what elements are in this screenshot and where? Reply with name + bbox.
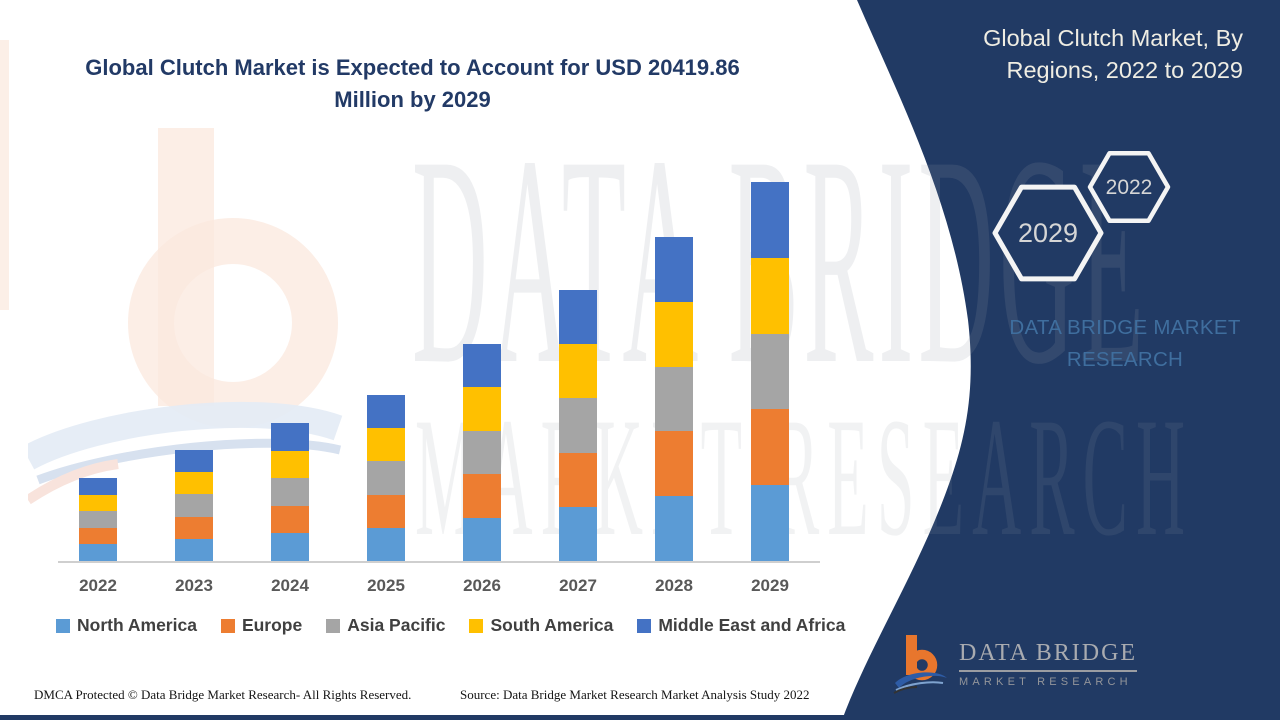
bar-segment-asia-pacific: [271, 478, 309, 506]
x-axis-label: 2027: [559, 576, 597, 595]
legend-swatch-icon: [56, 618, 70, 633]
legend-item: South America: [469, 615, 613, 636]
bar-segment-europe: [175, 516, 213, 539]
legend-swatch-icon: [326, 618, 341, 633]
chart-legend: North America Europe Asia Pacific South Ame…: [56, 615, 845, 636]
x-axis-label: 2022: [79, 576, 117, 595]
stacked-bar-chart: 2022 2023 2024 2025 2026 2027 2028 2029: [79, 182, 789, 595]
chart-title-line1: Global Clutch Market is Expected to Acco…: [85, 55, 740, 80]
legend-swatch-icon: [469, 618, 484, 633]
side-panel-title-line1: Global Clutch Market, By: [983, 25, 1243, 51]
bar-segment-south-america: [175, 472, 213, 495]
legend-item: Middle East and Africa: [637, 615, 845, 636]
legend-swatch-icon: [637, 618, 652, 633]
bar-segment-north-america: [559, 506, 597, 561]
bar-segment-europe: [79, 527, 117, 545]
bar-segment-south-america: [655, 301, 693, 367]
bar-segment-north-america: [79, 544, 117, 561]
legend-label: South America: [490, 615, 614, 635]
bar-segment-north-america: [271, 533, 309, 561]
chart-title: Global Clutch Market is Expected to Acco…: [40, 52, 785, 116]
bar-segment-middle-east-and-africa: [271, 423, 309, 451]
legend-label: Middle East and Africa: [658, 615, 846, 635]
dmca-notice: DMCA Protected © Data Bridge Market Rese…: [34, 687, 412, 702]
bar-segment-europe: [463, 474, 501, 518]
bar-segment-north-america: [463, 517, 501, 561]
hexagon-2029-label: 2029: [1018, 218, 1078, 248]
bar-segment-north-america: [175, 538, 213, 561]
bar-segment-asia-pacific: [751, 333, 789, 410]
legend-label: Europe: [241, 615, 303, 635]
x-axis-label: 2025: [367, 576, 405, 595]
x-axis-label: 2028: [655, 576, 693, 595]
bar-segment-europe: [367, 494, 405, 528]
side-panel-title: Global Clutch Market, By Regions, 2022 t…: [983, 22, 1243, 87]
legend-item: Asia Pacific: [326, 615, 445, 636]
data-bridge-logo-icon: [893, 635, 947, 694]
x-axis-label: 2023: [175, 576, 213, 595]
x-axis-label: 2026: [463, 576, 501, 595]
legend-item: North America: [56, 615, 197, 636]
bar-segment-middle-east-and-africa: [751, 182, 789, 258]
logo-tagline: MARKET RESEARCH: [959, 676, 1132, 688]
bar-segment-south-america: [271, 450, 309, 479]
left-edge-watermark: [0, 40, 9, 310]
side-panel-title-line2: Regions, 2022 to 2029: [1006, 57, 1244, 84]
bar-segment-asia-pacific: [175, 494, 213, 517]
bar-segment-middle-east-and-africa: [463, 344, 501, 388]
logo-wordmark: DATA BRIDGE: [959, 640, 1138, 672]
bar-segment-europe: [751, 409, 789, 486]
bar-segment-south-america: [79, 494, 117, 512]
legend-label: Asia Pacific: [347, 615, 446, 635]
panel-brand-line2: RESEARCH: [1066, 347, 1184, 371]
x-axis-line: [58, 561, 820, 563]
bar-segment-north-america: [655, 496, 693, 561]
watermark-line2: MARKET RESEARCH: [415, 383, 1194, 571]
bar-segment-middle-east-and-africa: [367, 394, 405, 429]
bar-segment-middle-east-and-africa: [175, 450, 213, 473]
bar-segment-asia-pacific: [655, 366, 693, 432]
bar-segment-europe: [559, 452, 597, 507]
bar-segment-north-america: [751, 485, 789, 561]
bar-segment-asia-pacific: [367, 461, 405, 495]
panel-brand-line1: DATA BRIDGE MARKET: [1009, 316, 1241, 339]
legend-label: North America: [77, 615, 197, 635]
hexagon-2022-label: 2022: [1106, 176, 1153, 199]
chart-title-line2: Million by 2029: [334, 86, 491, 112]
data-bridge-b-watermark-icon: [28, 128, 343, 505]
bar-segment-asia-pacific: [79, 511, 117, 528]
bar-segment-south-america: [559, 344, 597, 399]
source-note: Source: Data Bridge Market Research Mark…: [460, 687, 810, 702]
bar-segment-europe: [655, 431, 693, 497]
bar-segment-south-america: [367, 428, 405, 462]
bar-segment-asia-pacific: [559, 398, 597, 453]
bar-segment-south-america: [751, 257, 789, 334]
x-axis-label: 2029: [751, 576, 789, 595]
bar-segment-middle-east-and-africa: [79, 478, 117, 495]
bar-segment-middle-east-and-africa: [655, 237, 693, 302]
panel-brand-text: DATA BRIDGE MARKET RESEARCH: [985, 312, 1265, 376]
legend-swatch-icon: [220, 618, 235, 633]
x-axis-label: 2024: [271, 576, 309, 595]
bar-segment-middle-east-and-africa: [559, 290, 597, 345]
bar-segment-north-america: [367, 527, 405, 561]
bar-segment-south-america: [463, 387, 501, 431]
hexagon-2029-icon: [992, 184, 1104, 282]
bar-segment-asia-pacific: [463, 430, 501, 475]
data-bridge-logo: DATA BRIDGE MARKET RESEARCH: [893, 633, 1138, 695]
hexagon-2022-icon: [1087, 150, 1171, 224]
legend-item: Europe: [220, 615, 303, 636]
bottom-border: [0, 715, 1280, 720]
bar-segment-europe: [271, 505, 309, 534]
